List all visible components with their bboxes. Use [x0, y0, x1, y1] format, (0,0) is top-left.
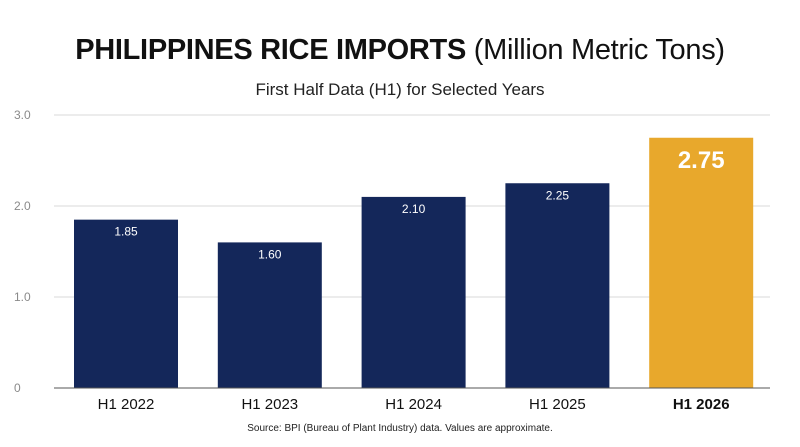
chart-title-main: PHILIPPINES RICE IMPORTS: [75, 34, 467, 66]
x-tick-label: H1 2022: [98, 396, 155, 413]
value-labels: 1.85 1.60 2.10 2.25 2.75: [114, 147, 724, 262]
x-axis-ticks: H1 2022 H1 2023 H1 2024 H1 2025 H1 2026: [98, 396, 730, 413]
bar-value-label: 2.10: [402, 202, 426, 216]
bars: [74, 137, 754, 388]
chart-subtitle: First Half Data (H1) for Selected Years: [255, 80, 545, 99]
bar-h1-2025: [505, 183, 610, 388]
bar-value-label: 1.85: [114, 225, 138, 239]
x-tick-label: H1 2026: [673, 396, 730, 413]
y-tick-label: 0: [14, 381, 21, 395]
x-tick-label: H1 2024: [385, 396, 442, 413]
y-tick-label: 2.0: [14, 199, 31, 213]
x-tick-label: H1 2025: [529, 396, 586, 413]
chart-title-unit: (Million Metric Tons): [473, 34, 725, 66]
bar-value-label: 2.75: [678, 147, 725, 174]
source-note: Source: BPI (Bureau of Plant Industry) d…: [247, 423, 553, 434]
bar-value-label: 1.60: [258, 247, 282, 261]
bar-h1-2022: [74, 219, 178, 388]
y-tick-label: 3.0: [14, 108, 31, 122]
bar-value-label: 2.25: [546, 188, 570, 202]
x-tick-label: H1 2023: [241, 396, 298, 413]
y-axis-ticks: 0 1.0 2.0 3.0: [14, 108, 31, 395]
y-tick-label: 1.0: [14, 290, 31, 304]
bar-h1-2023: [217, 242, 322, 388]
bar-h1-2024: [361, 196, 466, 388]
chart-title: PHILIPPINES RICE IMPORTS (Million Metric…: [0, 32, 800, 68]
bar-h1-2026: [649, 137, 754, 388]
